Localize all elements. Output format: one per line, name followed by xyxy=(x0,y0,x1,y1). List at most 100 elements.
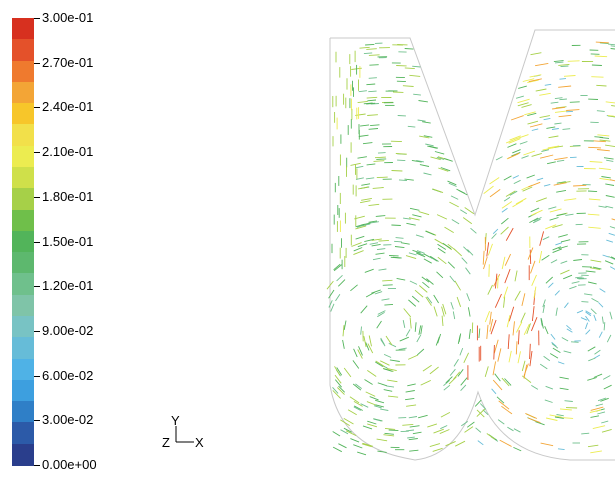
velocity-arrow xyxy=(530,207,540,213)
velocity-arrow xyxy=(362,442,374,447)
colormap-tick-label: 3.00e-02 xyxy=(42,412,94,428)
velocity-arrow xyxy=(530,317,538,332)
velocity-arrow xyxy=(411,159,422,163)
velocity-arrow xyxy=(523,150,536,156)
velocity-arrow xyxy=(409,317,412,329)
velocity-arrow xyxy=(515,341,518,355)
velocity-arrow xyxy=(505,227,514,241)
velocity-arrow xyxy=(581,301,589,303)
velocity-arrow xyxy=(504,268,511,284)
velocity-arrow xyxy=(365,177,375,180)
velocity-arrow xyxy=(555,242,563,246)
velocity-arrow xyxy=(332,446,343,453)
colormap-tick xyxy=(34,330,40,332)
velocity-arrow xyxy=(350,284,358,292)
velocity-arrow xyxy=(600,397,609,402)
velocity-arrow xyxy=(544,326,549,335)
velocity-arrow xyxy=(509,135,521,141)
velocity-arrow xyxy=(384,427,396,430)
velocity-arrow xyxy=(505,190,516,197)
velocity-arrow xyxy=(384,432,394,435)
velocity-arrow xyxy=(456,188,465,194)
velocity-arrow xyxy=(383,353,392,358)
velocity-arrow xyxy=(517,102,529,107)
velocity-arrow xyxy=(561,417,574,419)
velocity-arrow xyxy=(366,48,377,50)
velocity-arrow xyxy=(408,416,418,419)
velocity-arrow xyxy=(588,198,601,201)
velocity-arrow xyxy=(371,243,381,247)
velocity-arrow xyxy=(554,110,568,113)
velocity-arrow xyxy=(555,307,558,316)
velocity-arrow xyxy=(498,400,510,410)
velocity-arrow xyxy=(501,405,513,415)
velocity-arrow xyxy=(506,315,511,328)
velocity-arrow xyxy=(545,385,554,390)
velocity-arrow xyxy=(566,109,580,111)
velocity-arrow xyxy=(451,219,460,225)
velocity-arrow xyxy=(513,446,522,452)
velocity-arrow xyxy=(563,350,572,354)
velocity-arrow xyxy=(585,270,596,273)
velocity-arrow xyxy=(409,74,421,77)
colormap-tick xyxy=(34,62,40,64)
velocity-arrow xyxy=(552,246,562,251)
colormap-tick xyxy=(34,375,40,377)
velocity-arrow xyxy=(357,451,367,456)
velocity-arrow xyxy=(516,321,523,333)
velocity-arrow xyxy=(437,243,447,250)
velocity-arrow xyxy=(559,376,569,380)
velocity-arrow xyxy=(591,298,599,303)
velocity-arrow xyxy=(444,157,453,162)
velocity-arrow xyxy=(484,310,491,323)
velocity-arrow xyxy=(609,226,615,229)
velocity-arrow xyxy=(399,336,409,342)
velocity-arrow xyxy=(377,450,387,453)
velocity-arrow xyxy=(457,335,461,344)
velocity-arrow xyxy=(433,428,444,434)
velocity-arrow xyxy=(368,220,378,223)
velocity-arrow xyxy=(552,224,563,229)
velocity-arrow xyxy=(419,164,430,167)
velocity-arrow xyxy=(543,183,551,187)
velocity-arrow xyxy=(558,245,568,250)
velocity-arrow xyxy=(463,352,470,363)
colormap-swatch xyxy=(12,103,34,126)
velocity-arrow xyxy=(371,289,381,294)
velocity-arrow xyxy=(478,328,481,339)
velocity-arrow xyxy=(336,274,343,282)
velocity-arrow xyxy=(522,78,535,82)
velocity-arrow xyxy=(601,316,604,324)
velocity-arrow xyxy=(584,293,593,296)
velocity-arrow xyxy=(527,247,534,260)
velocity-arrow xyxy=(596,110,605,112)
velocity-arrow xyxy=(604,260,614,265)
velocity-arrow xyxy=(599,288,606,293)
velocity-arrow xyxy=(554,97,563,100)
velocity-arrow xyxy=(350,438,360,443)
velocity-arrow xyxy=(501,201,513,209)
velocity-arrow xyxy=(436,156,445,160)
velocity-arrow xyxy=(512,149,521,154)
velocity-arrow xyxy=(564,302,569,309)
velocity-arrow xyxy=(507,152,520,159)
velocity-arrow xyxy=(514,270,518,282)
velocity-arrow xyxy=(380,360,390,366)
velocity-arrow xyxy=(549,414,562,418)
velocity-arrow xyxy=(433,294,439,304)
velocity-arrow xyxy=(407,383,416,387)
velocity-arrow xyxy=(355,383,362,389)
velocity-arrow xyxy=(529,343,531,360)
velocity-arrow xyxy=(372,187,384,189)
velocity-arrow xyxy=(521,293,526,307)
velocity-arrow xyxy=(609,311,613,320)
velocity-arrow xyxy=(589,409,602,413)
velocity-arrow xyxy=(606,239,614,243)
velocity-arrow xyxy=(491,233,497,240)
velocity-arrow xyxy=(507,334,510,350)
colormap-swatch xyxy=(12,209,34,232)
velocity-arrow xyxy=(529,350,533,367)
colormap-tick-label: 2.40e-01 xyxy=(42,99,94,115)
velocity-arrow xyxy=(440,412,451,418)
velocity-arrow xyxy=(562,128,571,130)
